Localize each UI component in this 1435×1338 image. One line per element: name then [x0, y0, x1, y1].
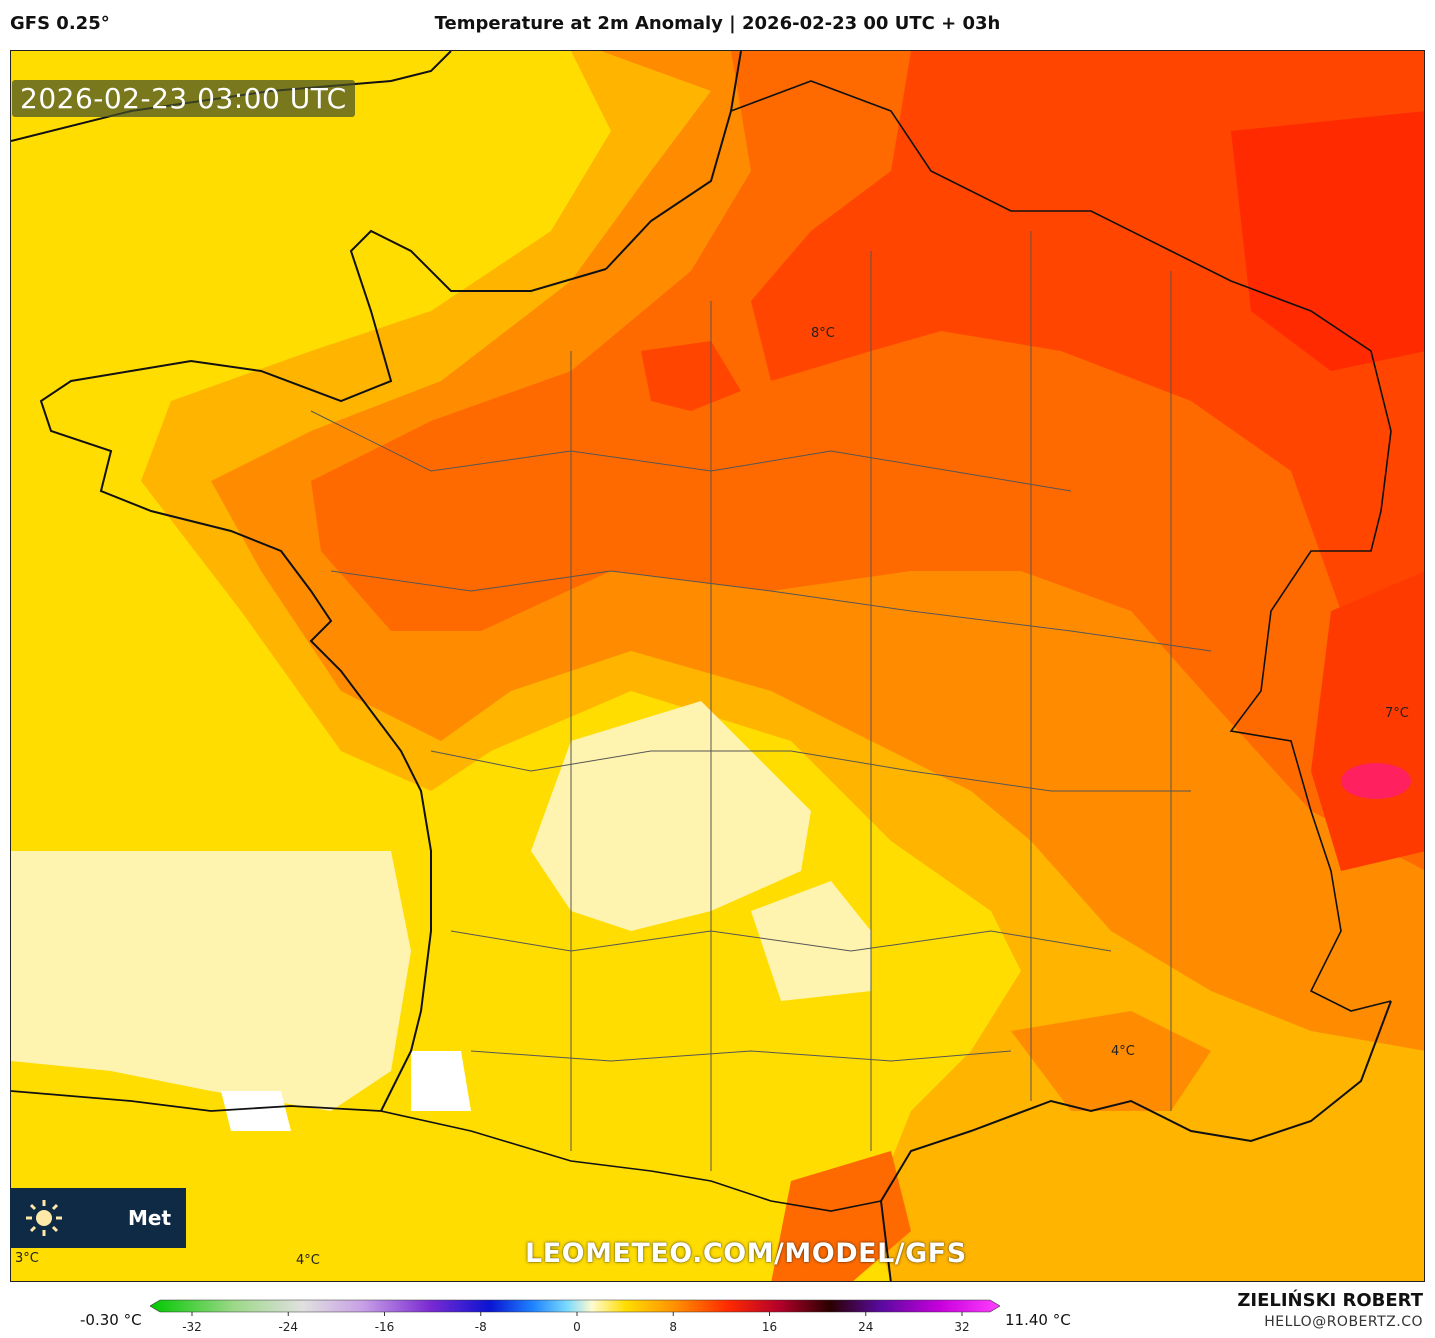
- border-france-spain: [380, 1110, 882, 1212]
- border-france-east: [730, 80, 1392, 1012]
- author-email[interactable]: HELLO@ROBERTZ.CO: [1264, 1314, 1423, 1330]
- coastline-spain-north: [11, 1090, 382, 1112]
- map-title: Temperature at 2m Anomaly | 2026-02-23 0…: [434, 13, 1001, 34]
- field-red-east: [1311, 571, 1424, 871]
- colorbar-min-label: -0.30 °C: [80, 1311, 142, 1329]
- colorbar-tick-label: -24: [278, 1320, 298, 1334]
- field-white-pyrenees2: [221, 1091, 291, 1131]
- timestamp-badge: 2026-02-23 03:00 UTC: [12, 80, 355, 117]
- colorbar-max-label: 11.40 °C: [1005, 1311, 1071, 1329]
- temperature-anomaly-map: [11, 51, 1424, 1281]
- colorbar-tick-label: 8: [669, 1320, 677, 1334]
- logo-badge: Met: [10, 1188, 186, 1248]
- contour-label: 8°C: [811, 326, 835, 341]
- colorbar-tick-label: 24: [858, 1320, 873, 1334]
- colorbar-tick-label: -16: [375, 1320, 395, 1334]
- field-magenta-spot: [1341, 763, 1411, 799]
- coastline-mediterranean: [879, 1000, 1392, 1281]
- field-s-orange: [771, 1151, 911, 1281]
- field-se-orange: [1011, 1011, 1211, 1111]
- colorbar-ticks: -32 -24 -16 -8 0 8 16 24 32: [182, 1312, 970, 1334]
- coastline-north: [605, 51, 742, 270]
- coastline-atlantic: [39, 229, 607, 1112]
- field-white-pyrenees: [411, 1051, 471, 1111]
- logo-text: Met: [128, 1206, 172, 1230]
- colorbar: -32 -24 -16 -8 0 8 16 24 32: [150, 1299, 1000, 1334]
- contour-label: 4°C: [1111, 1044, 1135, 1059]
- author-name: ZIELIŃSKI ROBERT: [1237, 1290, 1423, 1311]
- field-red-center: [641, 341, 741, 411]
- field-pale-center2: [751, 881, 871, 1001]
- contour-label: 3°C: [15, 1251, 39, 1266]
- map-panel[interactable]: 8°C 7°C 4°C 3°C 4°C: [10, 50, 1425, 1282]
- field-pale-center: [531, 701, 811, 931]
- field-pale-west: [11, 851, 411, 1111]
- colorbar-tick-label: 0: [573, 1320, 581, 1334]
- sun-icon: [26, 1200, 62, 1236]
- contour-label: 7°C: [1385, 706, 1409, 721]
- colorbar-gradient: [150, 1299, 1000, 1313]
- field-red: [1231, 111, 1424, 371]
- colorbar-tick-label: 32: [954, 1320, 969, 1334]
- contour-label: 4°C: [296, 1253, 320, 1268]
- model-label: GFS 0.25°: [10, 13, 110, 34]
- watermark: LEOMETEO.COM/MODEL/GFS: [525, 1238, 967, 1269]
- colorbar-tick-label: -8: [475, 1320, 487, 1334]
- region-lines: [310, 231, 1212, 1171]
- colorbar-tick-label: 16: [762, 1320, 777, 1334]
- colorbar-tick-label: -32: [182, 1320, 202, 1334]
